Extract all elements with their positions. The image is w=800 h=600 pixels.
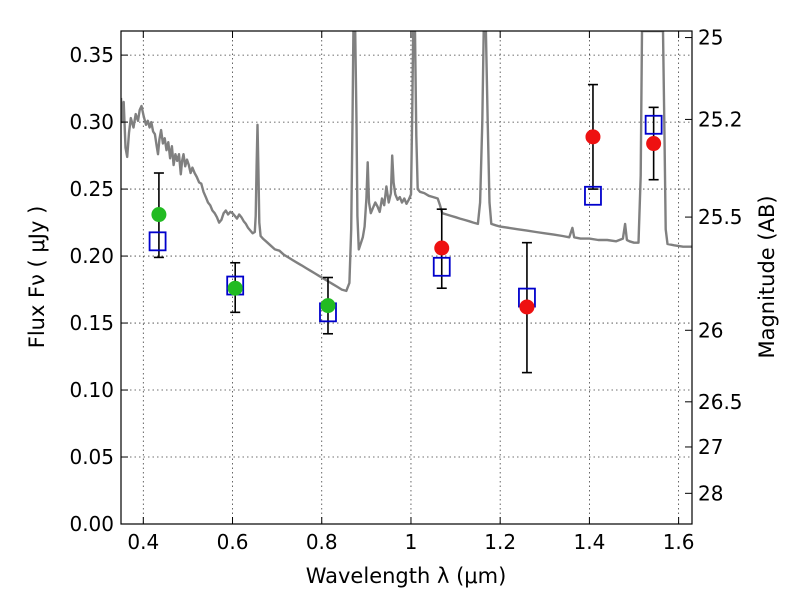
x-tick-labels: 0.4 0.6 0.8 1 1.2 1.4 1.6	[127, 530, 694, 554]
model-square-point	[432, 256, 451, 277]
x-tick-label: 1.2	[484, 530, 516, 554]
plot-frame	[120, 30, 693, 525]
y2-tick-label: 26	[698, 318, 723, 342]
y-tick-label: 0.25	[69, 177, 114, 201]
observed-point	[320, 298, 336, 314]
observed-point	[646, 136, 662, 152]
observed-point	[227, 280, 243, 296]
grid-lines	[121, 31, 692, 525]
x-tick-label: 1	[405, 530, 418, 554]
y-tick-label: 0.00	[69, 512, 114, 536]
observed-point	[434, 240, 450, 256]
model-points	[148, 114, 663, 323]
error-bars	[153, 83, 659, 374]
y2-tick-label: 28	[698, 481, 723, 505]
y2-tick-label: 26.5	[698, 390, 743, 414]
x-axis-label: Wavelength λ (μm)	[306, 564, 507, 588]
model-square-point	[584, 185, 602, 206]
y-tick-label: 0.20	[69, 244, 114, 268]
x-tick-label: 0.8	[306, 530, 338, 554]
y-tick-label: 0.10	[69, 378, 114, 402]
y2-tick-label: 25.5	[698, 205, 743, 229]
y-tick-label: 0.15	[69, 311, 114, 335]
y2-axis-label: Magnitude (AB)	[755, 195, 779, 358]
y-axis-label: Flux Fν ( μJy )	[25, 206, 49, 349]
y-tick-label: 0.30	[69, 110, 114, 134]
y2-tick-label: 27	[698, 435, 723, 459]
x-tick-label: 0.6	[217, 530, 249, 554]
model-square-point	[148, 231, 167, 252]
observed-point	[519, 299, 535, 315]
axis-ticks	[121, 31, 692, 525]
y-tick-labels: 0.00 0.05 0.10 0.15 0.20 0.25 0.30 0.35	[69, 43, 114, 536]
model-spectrum	[121, 31, 692, 293]
observed-points	[151, 129, 662, 315]
observed-point	[585, 129, 601, 145]
x-tick-label: 1.4	[573, 530, 605, 554]
y2-tick-label: 25	[698, 26, 723, 50]
y-tick-label: 0.35	[69, 43, 114, 67]
y-tick-label: 0.05	[69, 445, 114, 469]
x-tick-label: 1.6	[663, 530, 695, 554]
y2-tick-label: 25.2	[698, 107, 743, 131]
spectrum-line	[121, 31, 692, 293]
y2-tick-labels: 25 25.2 25.5 26 26.5 27 28	[698, 26, 743, 506]
x-tick-label: 0.4	[127, 530, 159, 554]
model-square-point	[644, 114, 663, 135]
observed-point	[151, 207, 167, 223]
